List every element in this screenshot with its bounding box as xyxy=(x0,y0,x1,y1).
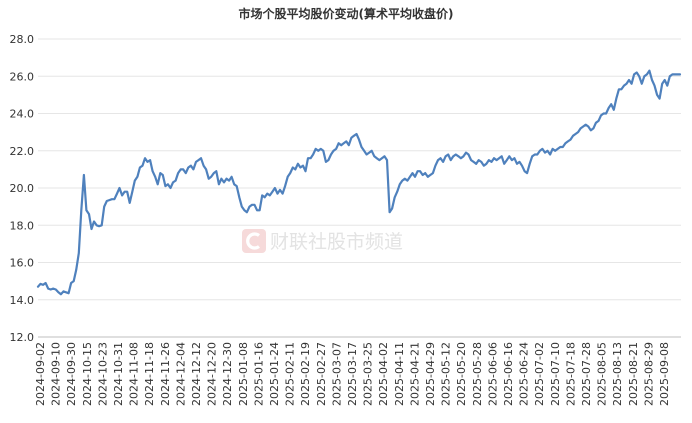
x-tick-label: 2025-04-02 xyxy=(377,342,390,406)
watermark-text: 财联社股市频道 xyxy=(270,231,403,253)
x-tick-label: 2024-10-15 xyxy=(81,342,94,406)
x-tick-label: 2025-05-28 xyxy=(471,342,484,406)
x-tick-label: 2025-02-19 xyxy=(299,342,312,406)
x-tick-label: 2025-01-24 xyxy=(268,342,281,406)
x-tick-label: 2025-07-18 xyxy=(564,342,577,406)
x-tick-label: 2025-04-11 xyxy=(393,342,406,406)
x-tick-label: 2025-07-28 xyxy=(580,342,593,406)
x-tick-label: 2024-10-23 xyxy=(96,342,109,406)
y-axis: 12.0 14.0 16.0 18.0 20.0 22.0 24.0 26.0 28.0 xyxy=(10,33,35,344)
x-tick-label: 2024-12-04 xyxy=(174,342,187,406)
y-tick-label: 16.0 xyxy=(10,257,35,270)
x-tick-label: 2024-12-12 xyxy=(190,342,203,406)
y-tick-label: 12.0 xyxy=(10,331,35,344)
x-tick-label: 2024-12-30 xyxy=(221,342,234,406)
y-tick-label: 28.0 xyxy=(10,33,35,46)
x-tick-label: 2025-08-21 xyxy=(627,342,640,406)
x-tick-label: 2025-03-07 xyxy=(330,342,343,406)
plot-area xyxy=(36,69,682,296)
x-tick-label: 2025-05-20 xyxy=(455,342,468,406)
x-tick-label: 2025-04-29 xyxy=(424,342,437,406)
x-tick-label: 2025-02-11 xyxy=(284,342,297,406)
y-tick-label: 18.0 xyxy=(10,219,35,232)
x-tick-label: 2024-09-10 xyxy=(50,342,63,406)
x-tick-label: 2024-11-26 xyxy=(159,342,172,406)
x-tick-label: 2025-06-16 xyxy=(502,342,515,406)
x-tick-label: 2024-09-30 xyxy=(65,342,78,406)
x-tick-label: 2025-02-27 xyxy=(315,342,328,406)
cls-logo-icon xyxy=(242,229,266,253)
x-axis: 2024-09-02 2024-09-10 2024-09-30 2024-10-15… xyxy=(34,342,671,406)
x-tick-label: 2024-10-31 xyxy=(112,342,125,406)
x-tick-label: 2024-11-18 xyxy=(143,342,156,406)
y-tick-label: 20.0 xyxy=(10,182,35,195)
x-tick-label: 2025-07-02 xyxy=(533,342,546,406)
x-tick-label: 2025-08-05 xyxy=(596,342,609,406)
watermark: 财联社股市频道 xyxy=(242,229,403,253)
x-tick-label: 2025-04-21 xyxy=(408,342,421,406)
series-line xyxy=(36,69,682,296)
x-tick-label: 2025-08-13 xyxy=(611,342,624,406)
x-tick-label: 2024-09-02 xyxy=(34,342,47,406)
y-tick-label: 22.0 xyxy=(10,145,35,158)
x-tick-label: 2025-05-12 xyxy=(440,342,453,406)
x-tick-label: 2025-07-10 xyxy=(549,342,562,406)
chart-title: 市场个股平均股价变动(算术平均收盘价) xyxy=(239,6,454,21)
x-tick-label: 2024-11-08 xyxy=(128,342,141,406)
x-tick-label: 2025-01-08 xyxy=(237,342,250,406)
gridlines xyxy=(38,38,681,338)
x-tick-label: 2025-08-29 xyxy=(642,342,655,406)
x-tick-label: 2025-06-06 xyxy=(486,342,499,406)
x-tick-label: 2025-03-25 xyxy=(362,342,375,406)
y-tick-label: 26.0 xyxy=(10,70,35,83)
y-tick-label: 14.0 xyxy=(10,294,35,307)
y-tick-label: 24.0 xyxy=(10,108,35,121)
x-tick-label: 2025-06-24 xyxy=(518,342,531,406)
x-tick-label: 2025-01-16 xyxy=(252,342,265,406)
x-tick-label: 2025-03-17 xyxy=(346,342,359,406)
x-tick-label: 2025-09-08 xyxy=(658,342,671,406)
x-tick-label: 2024-12-20 xyxy=(206,342,219,406)
